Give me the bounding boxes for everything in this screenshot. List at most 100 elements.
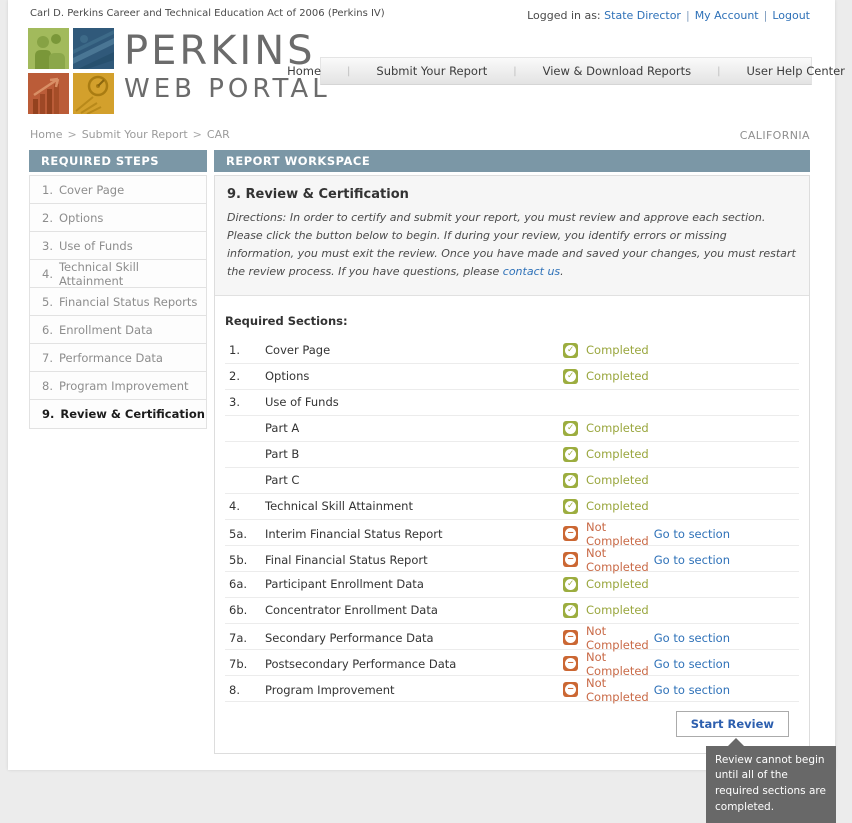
not-completed-icon: −	[563, 656, 578, 672]
status-label: Not Completed	[586, 519, 649, 548]
row-title: Part A	[265, 421, 300, 436]
status: ✓ Completed	[563, 342, 649, 358]
start-review-button[interactable]: Start Review	[675, 710, 789, 737]
logo-photo-bar-chart	[28, 73, 69, 114]
sidebar-item-label: Performance Data	[58, 350, 163, 365]
sidebar-item-options[interactable]: 2. Options	[30, 204, 206, 232]
separator: |	[513, 65, 517, 77]
section-row: Part A ✓ Completed	[225, 416, 799, 442]
separator: |	[717, 65, 721, 77]
main-nav: Home | Submit Your Report | View & Download …	[287, 57, 845, 85]
section-row: 3. Use of Funds	[225, 390, 799, 416]
status-glyph: −	[565, 528, 576, 540]
row-number: 5b.	[229, 552, 248, 567]
go-to-section-link[interactable]: Go to section	[653, 656, 730, 671]
nav-submit-your-report[interactable]: Submit Your Report	[376, 64, 488, 78]
not-completed-icon: −	[563, 552, 578, 568]
row-number: 6b.	[229, 603, 248, 618]
nav-user-help-center[interactable]: User Help Center	[746, 64, 845, 78]
button-row: Start Review Review cannot begin until a…	[215, 710, 836, 823]
sidebar-item-number: 5.	[42, 294, 53, 309]
row-title: Part C	[265, 473, 300, 488]
directions-suffix: .	[560, 265, 564, 279]
sidebar-item-review-certification[interactable]: 9. Review & Certification	[30, 400, 206, 428]
breadcrumb-home[interactable]: Home	[30, 128, 63, 141]
status: ✓ Completed	[563, 472, 649, 488]
sidebar-item-label: Program Improvement	[58, 378, 189, 393]
go-cell: Go to section	[587, 631, 745, 645]
go-to-section-link[interactable]: Go to section	[653, 526, 730, 541]
separator: >	[192, 128, 202, 141]
status-label: Completed	[586, 447, 649, 462]
separator: |	[763, 9, 768, 22]
go-to-section-link[interactable]: Go to section	[653, 552, 730, 567]
logout-link[interactable]: Logout	[772, 9, 810, 22]
sidebar-item-label: Review & Certification	[60, 407, 205, 421]
not-completed-icon: −	[563, 682, 578, 698]
breadcrumb: Home > Submit Your Report > CAR	[30, 128, 230, 141]
sidebar-item-number: 3.	[42, 238, 53, 253]
section-row: 6a. Participant Enrollment Data ✓ Comple…	[225, 572, 799, 598]
status-glyph: −	[565, 684, 576, 696]
sidebar-item-number: 6.	[42, 322, 53, 337]
status-glyph: ✓	[565, 474, 576, 486]
section-row: 5b. Final Financial Status Report − Not …	[225, 546, 799, 574]
sidebar-item-number: 1.	[42, 182, 53, 197]
row-title: Cover Page	[265, 343, 331, 358]
row-number: 1.	[229, 343, 240, 358]
status-glyph: ✓	[565, 422, 576, 434]
go-cell: Go to section	[587, 527, 745, 541]
sidebar-title: REQUIRED STEPS	[29, 150, 207, 172]
sidebar-item-label: Financial Status Reports	[58, 294, 198, 309]
go-to-section-link[interactable]: Go to section	[653, 630, 730, 645]
not-completed-icon: −	[563, 526, 578, 542]
go-cell: Go to section	[587, 657, 745, 671]
sidebar-list: 1. Cover Page 2. Options 3. Use of Funds…	[29, 175, 207, 429]
logo-photo-compass	[73, 73, 114, 114]
page: Carl D. Perkins Career and Technical Edu…	[8, 0, 845, 823]
sidebar-item-performance-data[interactable]: 7. Performance Data	[30, 344, 206, 372]
status-glyph: ✓	[565, 448, 576, 460]
act-title: Carl D. Perkins Career and Technical Edu…	[30, 8, 385, 19]
nav-home[interactable]: Home	[287, 64, 322, 78]
state-director-link[interactable]: State Director	[604, 9, 681, 22]
section-row: 6b. Concentrator Enrollment Data ✓ Compl…	[225, 598, 799, 624]
completed-icon: ✓	[563, 576, 578, 592]
status-label: Completed	[586, 343, 649, 358]
sidebar-item-number: 7.	[42, 350, 53, 365]
login-info: Logged in as: State Director | My Account |…	[527, 9, 810, 22]
contact-us-link[interactable]: contact us	[502, 265, 561, 279]
completed-icon: ✓	[563, 342, 578, 358]
directions-text: Directions: In order to certify and subm…	[227, 209, 797, 282]
nav-view-download-reports[interactable]: View & Download Reports	[542, 64, 692, 78]
row-title: Program Improvement	[265, 682, 395, 697]
status: ✓ Completed	[563, 602, 649, 618]
sidebar-item-technical-skill-attainment[interactable]: 4. Technical Skill Attainment	[30, 260, 206, 288]
completed-icon: ✓	[563, 498, 578, 514]
sidebar-item-financial-status-reports[interactable]: 5. Financial Status Reports	[30, 288, 206, 316]
my-account-link[interactable]: My Account	[694, 9, 759, 22]
go-cell: Go to section	[587, 683, 745, 697]
status-glyph: −	[565, 658, 576, 670]
logo-tiles[interactable]	[28, 28, 114, 114]
go-cell: Go to section	[587, 553, 745, 567]
sidebar-item-use-of-funds[interactable]: 3. Use of Funds	[30, 232, 206, 260]
user-links: State Director | My Account | Logout	[604, 9, 810, 22]
go-to-section-link[interactable]: Go to section	[653, 682, 730, 697]
directions-body: Directions: In order to certify and subm…	[227, 211, 796, 279]
row-title: Postsecondary Performance Data	[265, 656, 457, 671]
row-number: 4.	[229, 499, 240, 514]
section-row: 7a. Secondary Performance Data − Not Com…	[225, 624, 799, 652]
sidebar-item-program-improvement[interactable]: 8. Program Improvement	[30, 372, 206, 400]
logo-wordmark: PERKINS WEB PORTAL	[124, 30, 331, 104]
row-number: 7b.	[229, 656, 248, 671]
sidebar-item-label: Use of Funds	[58, 238, 133, 253]
row-title: Participant Enrollment Data	[265, 577, 424, 592]
breadcrumb-submit-your-report[interactable]: Submit Your Report	[81, 128, 188, 141]
status: ✓ Completed	[563, 498, 649, 514]
sidebar-item-cover-page[interactable]: 1. Cover Page	[30, 176, 206, 204]
sidebar-item-enrollment-data[interactable]: 6. Enrollment Data	[30, 316, 206, 344]
logo-web-portal: WEB PORTAL	[124, 74, 331, 104]
completed-icon: ✓	[563, 446, 578, 462]
state-label: CALIFORNIA	[739, 129, 810, 142]
